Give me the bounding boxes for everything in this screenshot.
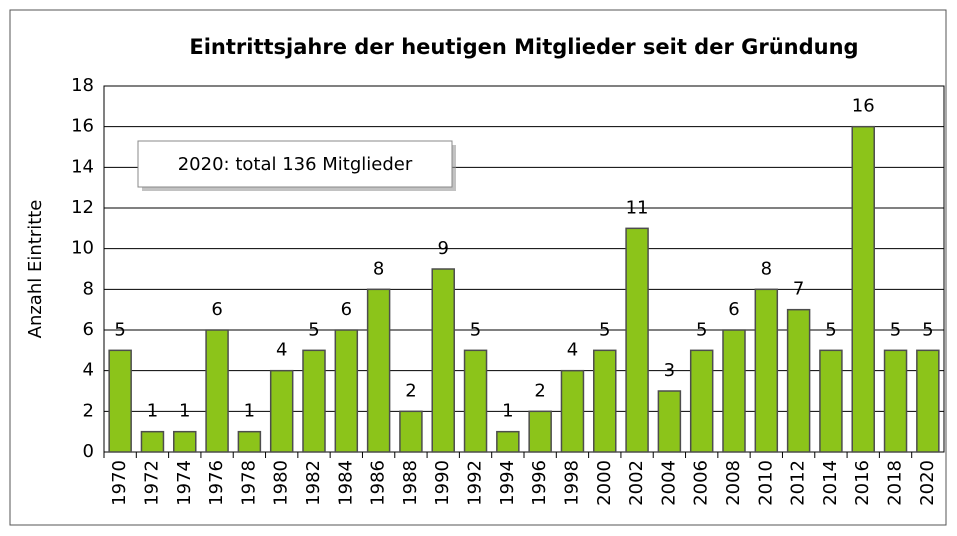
y-tick-label: 8 <box>83 278 94 299</box>
data-label: 4 <box>567 340 578 361</box>
data-label: 6 <box>211 299 222 320</box>
y-tick-label: 6 <box>83 319 94 340</box>
x-tick-label: 1988 <box>400 460 421 506</box>
chart-title: Eintrittsjahre der heutigen Mitglieder s… <box>189 35 858 59</box>
bar <box>819 349 843 453</box>
x-tick-label: 2008 <box>723 460 744 506</box>
data-label: 5 <box>890 319 901 340</box>
bar <box>625 227 649 453</box>
bar <box>916 349 940 453</box>
data-label: 11 <box>626 197 649 218</box>
x-tick-label: 2020 <box>917 460 938 506</box>
data-label: 2 <box>405 380 416 401</box>
y-tick-label: 14 <box>71 156 94 177</box>
data-label: 5 <box>114 319 125 340</box>
data-label: 6 <box>341 299 352 320</box>
y-axis-label: Anzahl Eintritte <box>25 200 46 339</box>
bar <box>431 268 455 453</box>
bar <box>269 369 294 453</box>
data-label: 1 <box>147 401 158 422</box>
data-label: 2 <box>534 380 545 401</box>
y-tick-label: 2 <box>83 400 94 421</box>
x-tick-label: 1982 <box>303 460 324 506</box>
data-label: 8 <box>761 258 772 279</box>
bar <box>108 349 132 453</box>
x-tick-label: 2018 <box>885 460 906 506</box>
x-tick-label: 1992 <box>465 460 486 506</box>
data-label: 1 <box>179 401 190 422</box>
bar <box>883 349 908 453</box>
x-tick-label: 2004 <box>658 460 679 506</box>
x-tick-label: 1972 <box>141 460 162 506</box>
y-tick-label: 16 <box>71 116 94 137</box>
annotation: 2020: total 136 Mitglieder <box>178 154 413 175</box>
x-tick-label: 1990 <box>432 460 453 506</box>
data-label: 3 <box>664 360 675 381</box>
bar <box>657 390 682 453</box>
data-label: 5 <box>922 319 933 340</box>
bar <box>302 349 326 453</box>
x-tick-label: 1984 <box>335 460 356 506</box>
x-tick-label: 1970 <box>109 460 130 506</box>
x-tick-label: 1994 <box>497 460 518 506</box>
x-tick-label: 1974 <box>174 460 195 506</box>
bar <box>399 410 423 453</box>
bar <box>173 430 197 453</box>
x-tick-label: 1978 <box>238 460 259 506</box>
data-label: 4 <box>276 340 287 361</box>
y-tick-label: 4 <box>83 360 94 381</box>
bar <box>689 349 714 453</box>
y-tick-label: 18 <box>71 75 94 96</box>
x-tick-label: 1998 <box>561 460 582 506</box>
bar <box>560 369 585 453</box>
data-label: 7 <box>793 279 804 300</box>
data-label: 5 <box>696 319 707 340</box>
data-label: 5 <box>599 319 610 340</box>
annotation-box <box>137 140 453 188</box>
y-tick-label: 10 <box>71 238 94 259</box>
x-tick-label: 1980 <box>271 460 292 506</box>
y-tick-label: 0 <box>83 441 94 462</box>
x-tick-label: 1996 <box>529 460 550 506</box>
data-label: 8 <box>373 258 384 279</box>
bar <box>851 125 875 453</box>
x-tick-label: 2016 <box>852 460 873 506</box>
bar <box>722 329 746 453</box>
data-label: 5 <box>308 319 319 340</box>
data-label: 9 <box>438 238 449 259</box>
y-tick-label: 12 <box>71 197 94 218</box>
bar <box>205 329 229 453</box>
x-tick-label: 2012 <box>788 460 809 506</box>
x-tick-label: 1976 <box>206 460 227 506</box>
bar <box>786 308 811 453</box>
bar <box>237 430 262 453</box>
bar <box>140 430 165 453</box>
bar <box>334 329 359 453</box>
data-label: 5 <box>825 319 836 340</box>
data-label: 16 <box>852 96 875 117</box>
bar <box>463 349 488 453</box>
x-tick-label: 2006 <box>691 460 712 506</box>
bar <box>496 430 520 453</box>
x-tick-label: 1986 <box>368 460 389 506</box>
x-tick-label: 2014 <box>820 460 841 506</box>
x-tick-label: 2002 <box>626 460 647 506</box>
bar <box>366 288 391 453</box>
data-label: 5 <box>470 319 481 340</box>
bar <box>528 410 552 453</box>
data-label: 6 <box>728 299 739 320</box>
bar <box>593 349 617 453</box>
bar <box>754 288 779 453</box>
x-tick-label: 2000 <box>594 460 615 506</box>
data-label: 1 <box>244 401 255 422</box>
data-label: 1 <box>502 401 513 422</box>
x-tick-label: 2010 <box>755 460 776 506</box>
